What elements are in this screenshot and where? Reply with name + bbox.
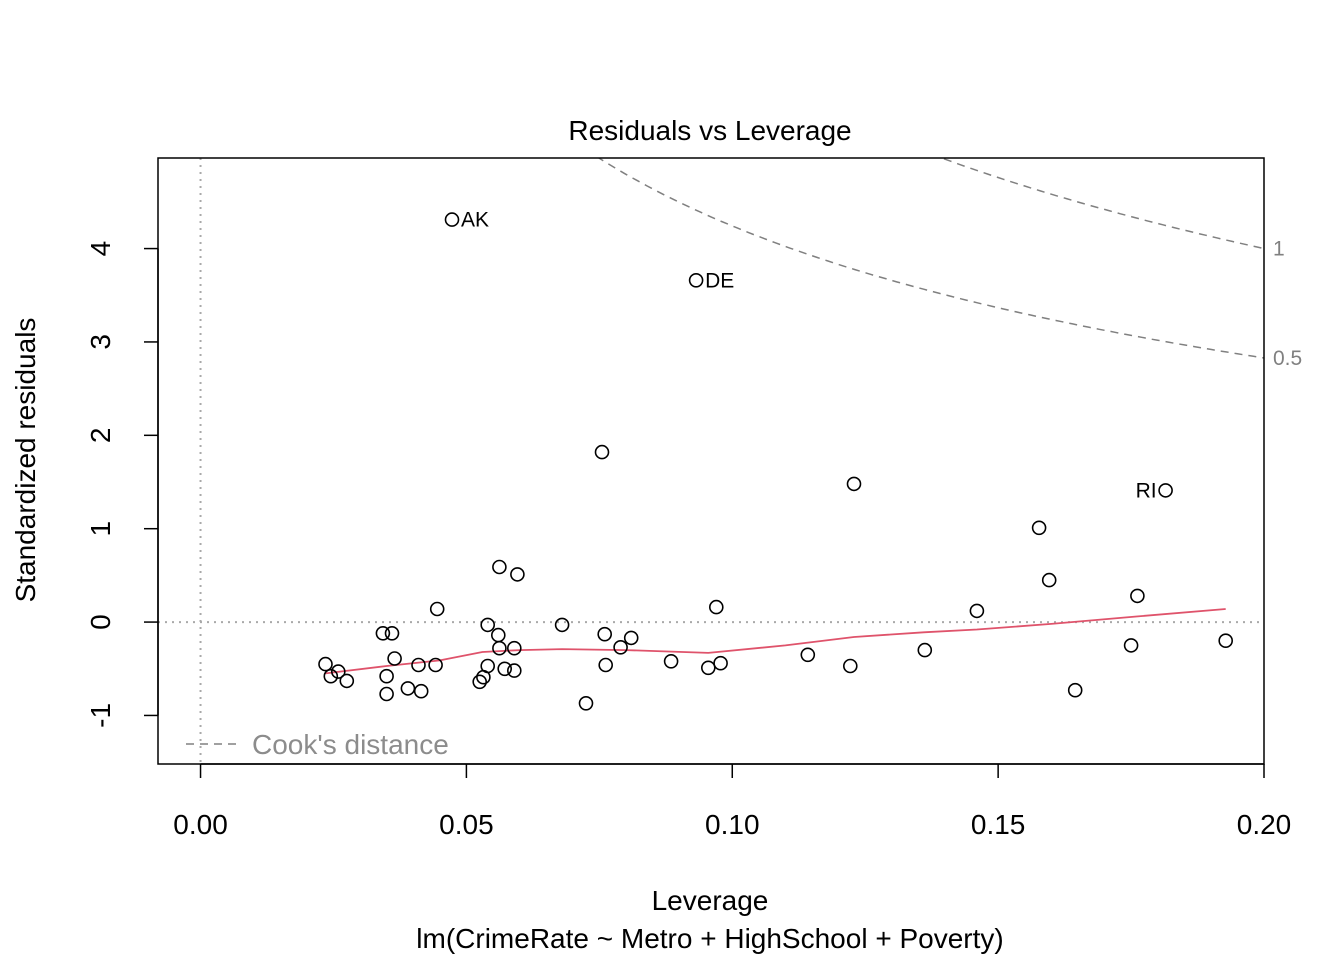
data-point xyxy=(800,647,816,663)
data-point xyxy=(379,668,394,684)
data-point xyxy=(688,272,704,288)
x-tick-label: 0.15 xyxy=(971,809,1026,840)
data-point xyxy=(400,681,416,696)
point-label: AK xyxy=(461,209,489,232)
x-tick-label: 0.20 xyxy=(1237,809,1292,840)
y-tick-label: 2 xyxy=(85,428,116,444)
cooks-contour-labels: 0.51 xyxy=(1273,238,1302,370)
data-point xyxy=(379,686,394,702)
point-labels: AK DE RI xyxy=(461,209,1157,503)
data-point xyxy=(510,567,525,582)
data-point xyxy=(318,656,333,672)
cooks-distance-contours xyxy=(597,158,1264,359)
data-point xyxy=(429,601,445,617)
data-point xyxy=(476,669,491,685)
legend-label: Cook's distance xyxy=(252,729,449,760)
y-axis: -1 0 1 2 3 4 xyxy=(85,241,159,728)
point-label: DE xyxy=(705,269,734,292)
data-point xyxy=(411,657,426,673)
y-tick-label: 3 xyxy=(85,334,116,350)
data-point xyxy=(444,212,460,227)
data-point xyxy=(969,603,985,619)
data-point xyxy=(708,599,724,615)
data-point xyxy=(1067,682,1083,698)
data-point xyxy=(428,657,443,673)
data-point xyxy=(623,630,639,646)
data-point xyxy=(413,683,429,699)
y-tick-label: 1 xyxy=(85,521,116,537)
y-tick-label: -1 xyxy=(85,703,116,728)
data-point xyxy=(384,625,400,641)
data-point xyxy=(1041,572,1057,588)
data-point xyxy=(846,476,862,492)
data-point xyxy=(497,661,513,677)
data-point xyxy=(613,639,628,655)
data-point xyxy=(578,695,594,711)
data-point xyxy=(1130,588,1145,604)
data-point xyxy=(339,673,355,689)
data-point xyxy=(506,663,522,678)
data-point xyxy=(492,640,507,656)
cooks-contour-label: 1 xyxy=(1273,238,1285,261)
data-point xyxy=(506,640,522,656)
data-point xyxy=(713,655,728,671)
smoother-series xyxy=(325,608,1226,675)
data-points xyxy=(318,212,1233,711)
chart-title: Residuals vs Leverage xyxy=(568,115,851,146)
data-point xyxy=(554,617,570,633)
data-point xyxy=(492,559,507,575)
data-point xyxy=(598,657,614,673)
data-point xyxy=(1123,638,1139,653)
data-point xyxy=(594,444,610,460)
data-point xyxy=(597,626,613,642)
x-axis: 0.00 0.05 0.10 0.15 0.20 xyxy=(173,763,1292,840)
data-point xyxy=(917,642,933,658)
y-axis-label: Standardized residuals xyxy=(10,318,41,603)
x-axis-label: Leverage xyxy=(652,885,769,916)
x-tick-label: 0.05 xyxy=(439,809,494,840)
data-point xyxy=(330,664,346,679)
smoother-line xyxy=(325,608,1226,675)
data-point xyxy=(663,653,679,669)
cooks-contour-1 xyxy=(939,158,1264,250)
data-point xyxy=(700,660,716,676)
x-tick-label: 0.00 xyxy=(173,809,228,840)
data-point xyxy=(1158,483,1173,498)
data-point xyxy=(480,617,496,633)
point-label: RI xyxy=(1136,479,1157,502)
cooks-contour-0.5 xyxy=(597,158,1264,359)
data-point xyxy=(842,658,858,674)
model-formula-subtitle: lm(CrimeRate ~ Metro + HighSchool + Pove… xyxy=(416,923,1003,954)
data-point xyxy=(1218,633,1233,649)
data-point xyxy=(490,627,506,643)
data-point xyxy=(387,651,402,666)
y-tick-label: 0 xyxy=(85,614,116,630)
cooks-contour-label: 0.5 xyxy=(1273,347,1302,370)
data-point xyxy=(375,625,391,641)
y-tick-label: 4 xyxy=(85,241,116,257)
legend: Cook's distance xyxy=(186,729,449,760)
data-point xyxy=(1031,520,1047,536)
x-tick-label: 0.10 xyxy=(705,809,760,840)
data-point xyxy=(472,674,488,690)
reference-lines xyxy=(158,158,1264,764)
data-point xyxy=(323,668,339,684)
